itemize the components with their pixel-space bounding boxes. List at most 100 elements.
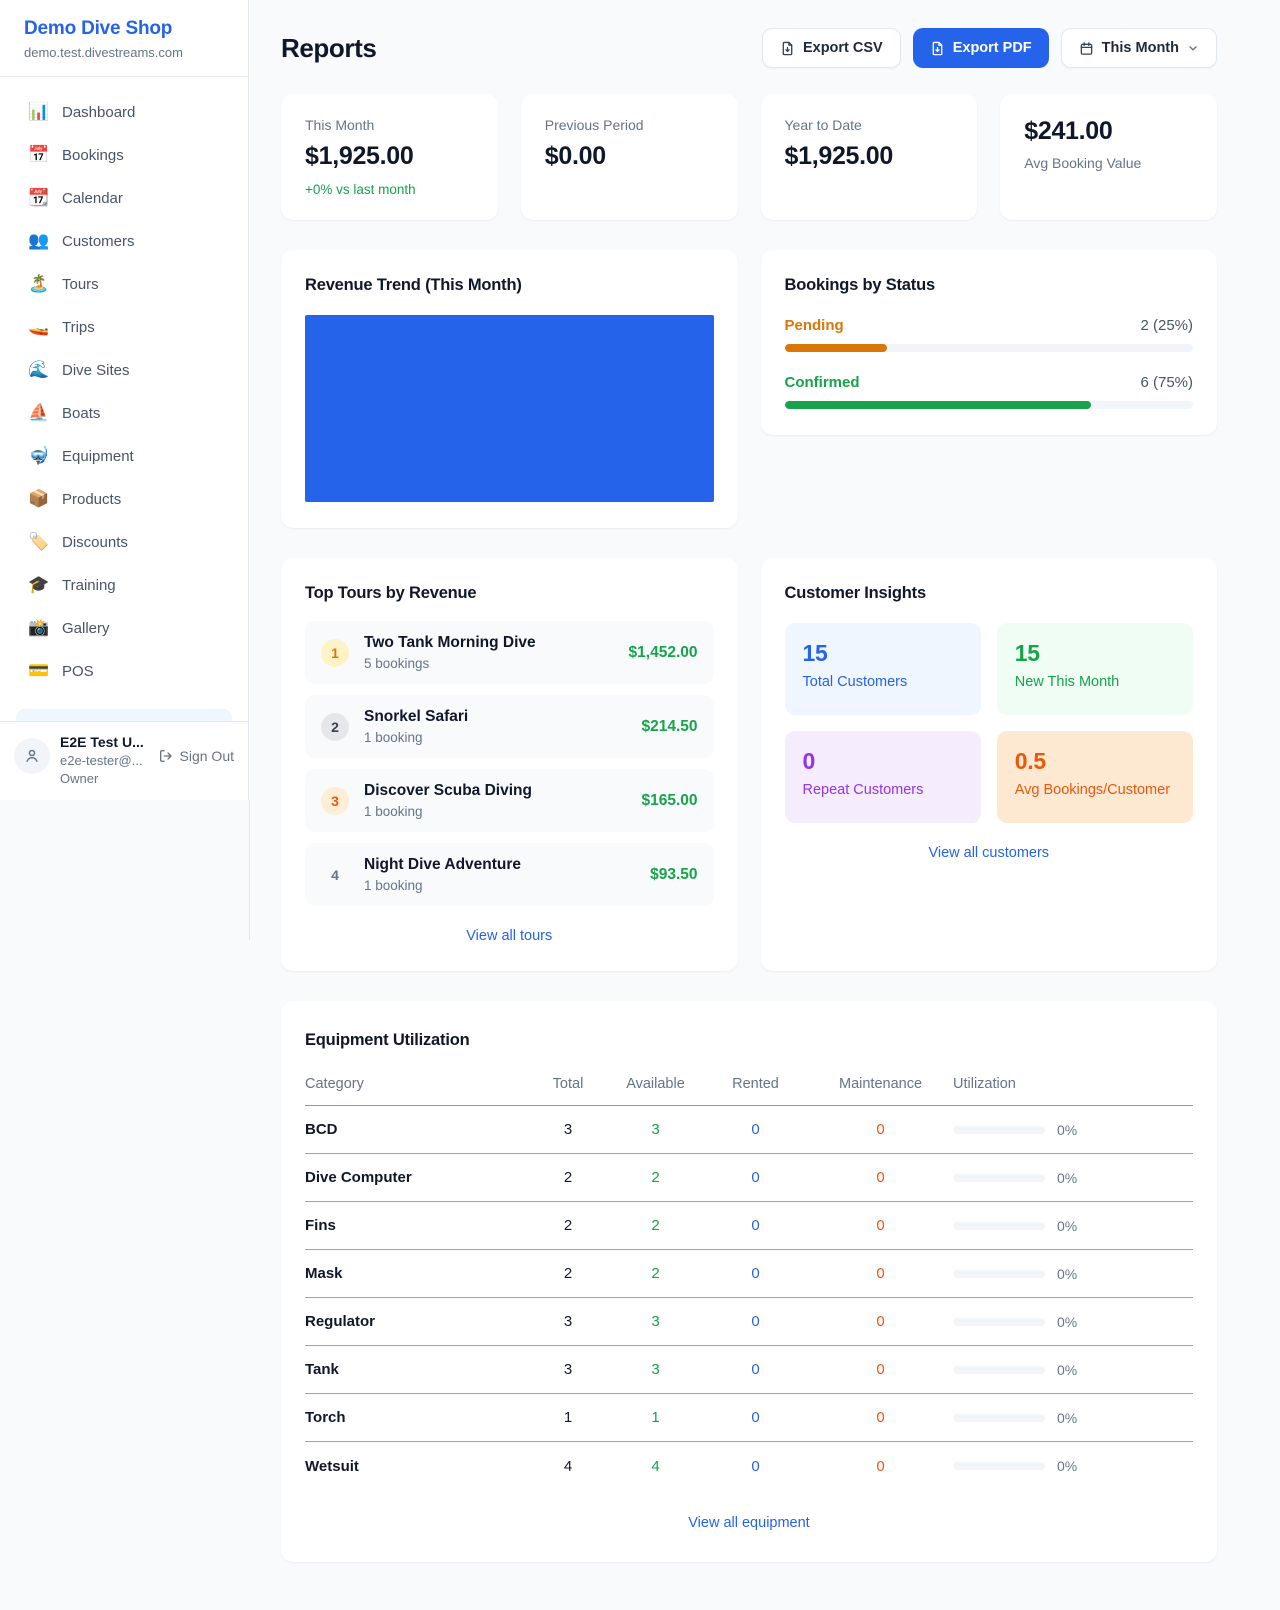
sidebar-item[interactable]: 🚤 Trips [16, 310, 232, 344]
tour-row[interactable]: 2 Snorkel Safari 1 booking $214.50 [305, 695, 714, 758]
sidebar-item[interactable]: 🤿 Equipment [16, 439, 232, 473]
stat-label: Avg Booking Value [1024, 155, 1142, 171]
sign-out-icon [159, 750, 172, 762]
table-row: Tank 3 3 0 0 0% [305, 1346, 1193, 1394]
utilization-bar-track [953, 1413, 1045, 1422]
sidebar-item-reports-active-partial[interactable] [16, 709, 232, 721]
sidebar: Demo Dive Shop demo.test.divestreams.com… [0, 0, 249, 800]
tour-row[interactable]: 4 Night Dive Adventure 1 booking $93.50 [305, 843, 714, 906]
utilization-bar-track [953, 1125, 1045, 1134]
tour-info: Night Dive Adventure 1 booking [364, 856, 521, 893]
insight-tile: 15 New This Month [996, 623, 1193, 715]
col-header-maintenance: Maintenance [838, 1076, 923, 1092]
table-row: Wetsuit 4 4 0 0 0% [305, 1442, 1193, 1490]
utilization-percent: 0% [1057, 1313, 1078, 1330]
sidebar-item[interactable]: 💳 POS [16, 654, 232, 688]
export-csv-button[interactable]: Export CSV [761, 28, 901, 68]
top-tours-card: Top Tours by Revenue 1 Two Tank Morning … [281, 558, 738, 971]
tour-name: Discover Scuba Diving [364, 782, 532, 799]
period-label: This Month [1101, 40, 1179, 56]
export-pdf-button[interactable]: Export PDF [912, 28, 1049, 68]
nav-item-label: Bookings [62, 146, 124, 164]
nav-item-icon: 📦 [28, 489, 50, 508]
nav-item-label: Customers [62, 232, 135, 250]
insight-tile: 0.5 Avg Bookings/Customer [996, 731, 1193, 823]
stat-delta: +0% vs last month [305, 182, 416, 197]
cell-utilization: 0% [953, 1458, 1193, 1474]
sidebar-item[interactable]: 👥 Customers [16, 224, 232, 258]
nav-item-icon: 🚤 [28, 317, 50, 336]
view-all-customers-link[interactable]: View all customers [928, 845, 1050, 861]
stat-label: This Month [305, 117, 375, 133]
insights-row: Top Tours by Revenue 1 Two Tank Morning … [281, 558, 1217, 971]
cell-available: 2 [651, 1169, 660, 1186]
equipment-utilization-card: Equipment Utilization Category Total Ava… [281, 1001, 1217, 1562]
cell-category: Wetsuit [305, 1457, 359, 1475]
cell-maintenance: 0 [876, 1217, 885, 1234]
sidebar-nav: 📊 Dashboard 📅 Bookings 📆 Calendar 👥 Cust… [0, 77, 248, 709]
table-row: Mask 2 2 0 0 0% [305, 1250, 1193, 1298]
bookings-by-status-title: Bookings by Status [784, 276, 936, 294]
sidebar-item[interactable]: 📦 Products [16, 482, 232, 516]
sidebar-item[interactable]: 🏝️ Tours [16, 267, 232, 301]
nav-clip [0, 709, 248, 721]
period-select[interactable]: This Month [1060, 28, 1217, 68]
nav-item-icon: 🏷️ [28, 532, 50, 551]
sidebar-border-extension [249, 800, 250, 940]
sidebar-item[interactable]: 🎓 Training [16, 568, 232, 602]
nav-item-label: Tours [62, 275, 99, 293]
cell-category: BCD [305, 1121, 338, 1138]
table-row: BCD 3 3 0 0 0% [305, 1106, 1193, 1154]
cell-total: 2 [563, 1217, 573, 1234]
sidebar-item[interactable]: 📊 Dashboard [16, 95, 232, 129]
cell-available: 3 [651, 1121, 660, 1138]
sidebar-item[interactable]: 📅 Bookings [16, 138, 232, 172]
nav-item-icon: 📆 [28, 188, 50, 207]
cell-category: Tank [305, 1361, 339, 1378]
sign-out-button[interactable]: Sign Out [158, 748, 234, 764]
sidebar-item[interactable]: ⛵ Boats [16, 396, 232, 430]
cell-utilization: 0% [953, 1314, 1193, 1330]
tour-row[interactable]: 1 Two Tank Morning Dive 5 bookings $1,45… [305, 621, 714, 684]
nav-item-icon: 🤿 [28, 446, 50, 465]
sidebar-item[interactable]: 🏷️ Discounts [16, 525, 232, 559]
cell-rented: 0 [751, 1217, 760, 1234]
tour-amount: $93.50 [650, 865, 698, 883]
stat-card-avg-booking-value: $241.00 Avg Booking Value [1000, 94, 1217, 220]
table-header: Category Total Available Rented Maintena… [305, 1066, 1193, 1106]
tour-row[interactable]: 3 Discover Scuba Diving 1 booking $165.0… [305, 769, 714, 832]
tile-value: 15 [1014, 640, 1040, 666]
stat-card-this-month: This Month $1,925.00 +0% vs last month [281, 94, 498, 220]
cell-utilization: 0% [953, 1362, 1193, 1378]
sidebar-item[interactable]: 📸 Gallery [16, 611, 232, 645]
header-actions: Export CSV Export PDF This Month [761, 28, 1217, 68]
view-all-equipment-link[interactable]: View all equipment [688, 1515, 810, 1531]
utilization-bar-track [953, 1173, 1045, 1182]
sidebar-item[interactable]: 🌊 Dive Sites [16, 353, 232, 387]
nav-item-icon: 📊 [28, 102, 50, 121]
customer-insights-title: Customer Insights [784, 584, 927, 602]
tile-label: Avg Bookings/Customer [1014, 782, 1171, 798]
tile-label: Repeat Customers [802, 782, 924, 798]
utilization-percent: 0% [1057, 1265, 1078, 1282]
page-title: Reports [281, 32, 377, 63]
sidebar-item[interactable]: 📆 Calendar [16, 181, 232, 215]
nav-item-label: Boats [62, 404, 101, 422]
user-email: e2e-tester@... [60, 753, 143, 768]
cell-utilization: 0% [953, 1266, 1193, 1282]
stat-value: $1,925.00 [784, 142, 894, 170]
tile-value: 0 [802, 748, 816, 774]
insight-tile: 0 Repeat Customers [784, 731, 981, 823]
nav-item-label: Gallery [62, 619, 110, 637]
utilization-bar-track [953, 1221, 1045, 1230]
status-label: Confirmed [784, 374, 860, 391]
insight-tiles: 15 Total Customers 15 New This Month 0 R… [784, 623, 1193, 823]
status-progress-track [784, 401, 1193, 409]
cell-utilization: 0% [953, 1218, 1193, 1234]
view-all-tours-link[interactable]: View all tours [466, 928, 553, 944]
cell-rented: 0 [751, 1409, 760, 1426]
nav-item-label: Dive Sites [62, 361, 130, 379]
col-header-total: Total [552, 1076, 584, 1092]
brand: Demo Dive Shop demo.test.divestreams.com [0, 0, 248, 77]
cell-total: 2 [563, 1169, 573, 1186]
